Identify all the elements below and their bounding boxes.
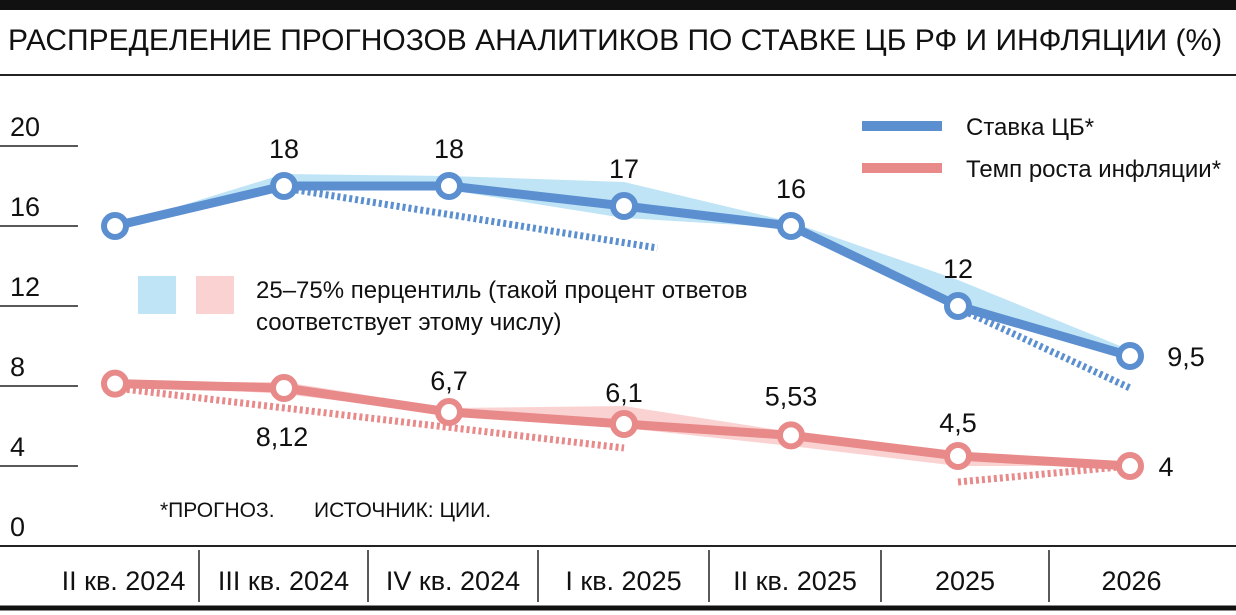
- inflation-point: [610, 410, 638, 438]
- key-rate-data-label: 18: [269, 134, 299, 164]
- legend-band-red-swatch: [196, 276, 234, 314]
- inflation-dotted-forecast: [114, 384, 625, 452]
- y-tick-label: 12: [10, 272, 40, 302]
- legend-band-blue-swatch: [138, 276, 176, 314]
- legend-band-label-line1: 25–75% перцентиль (такой процент ответов: [256, 277, 747, 304]
- source-note: ИСТОЧНИК: ЦИИ.: [314, 499, 491, 522]
- inflation-data-label: 8,12: [256, 422, 309, 452]
- key-rate-dotted-forecast: [956, 304, 1132, 392]
- inflation-dotted-forecast: [957, 462, 1131, 486]
- legend-band-label-line2: соответствует этому числу): [256, 309, 561, 336]
- inflation-point: [101, 369, 129, 398]
- top-bar: [0, 0, 1236, 10]
- key-rate-data-label: 17: [609, 154, 639, 184]
- inflation-data-label: 6,7: [430, 366, 468, 396]
- x-tick-label: III кв. 2024: [218, 566, 349, 596]
- inflation-point: [270, 374, 298, 402]
- title-rule: [0, 74, 1236, 76]
- inflation-point: [1116, 452, 1144, 480]
- inflation-data-label: 5,53: [765, 381, 818, 411]
- key-rate-point: [435, 172, 463, 200]
- inflation-point: [777, 421, 805, 450]
- key-rate-point: [101, 212, 129, 240]
- y-tick-label: 0: [10, 512, 25, 542]
- footnote: *ПРОГНОЗ.: [160, 499, 275, 522]
- inflation-data-label: 6,1: [605, 378, 643, 408]
- y-tick-label: 8: [10, 352, 25, 382]
- legend-key-rate-label: Ставка ЦБ*: [966, 114, 1094, 141]
- chart-title: РАСПРЕДЕЛЕНИЕ ПРОГНОЗОВ АНАЛИТИКОВ ПО СТ…: [8, 24, 1223, 57]
- key-rate-data-label: 18: [434, 134, 464, 164]
- x-tick-label: I кв. 2025: [565, 566, 681, 596]
- key-rate-point: [944, 292, 972, 320]
- key-rate-point: [270, 172, 298, 200]
- y-tick-label: 4: [10, 432, 25, 462]
- key-rate-point: [1116, 342, 1144, 370]
- inflation-point: [944, 442, 972, 470]
- inflation-point: [435, 398, 463, 426]
- key-rate-point: [777, 212, 805, 240]
- x-tick-label: II кв. 2024: [62, 566, 186, 596]
- key-rate-data-label: 16: [776, 174, 806, 204]
- y-tick-label: 20: [10, 112, 40, 142]
- x-tick-label: 2025: [935, 566, 995, 596]
- inflation-data-label: 4: [1158, 452, 1173, 482]
- key-rate-point: [610, 192, 638, 220]
- y-tick-label: 16: [10, 192, 40, 222]
- legend-inflation-label: Темп роста инфляции*: [966, 156, 1221, 183]
- x-tick-label: 2026: [1101, 566, 1161, 596]
- key-rate-data-label: 12: [943, 254, 973, 284]
- x-tick-label: IV кв. 2024: [386, 566, 520, 596]
- x-tick-label: II кв. 2025: [733, 566, 857, 596]
- inflation-data-label: 4,5: [939, 408, 977, 438]
- key-rate-data-label: 9,5: [1167, 342, 1205, 372]
